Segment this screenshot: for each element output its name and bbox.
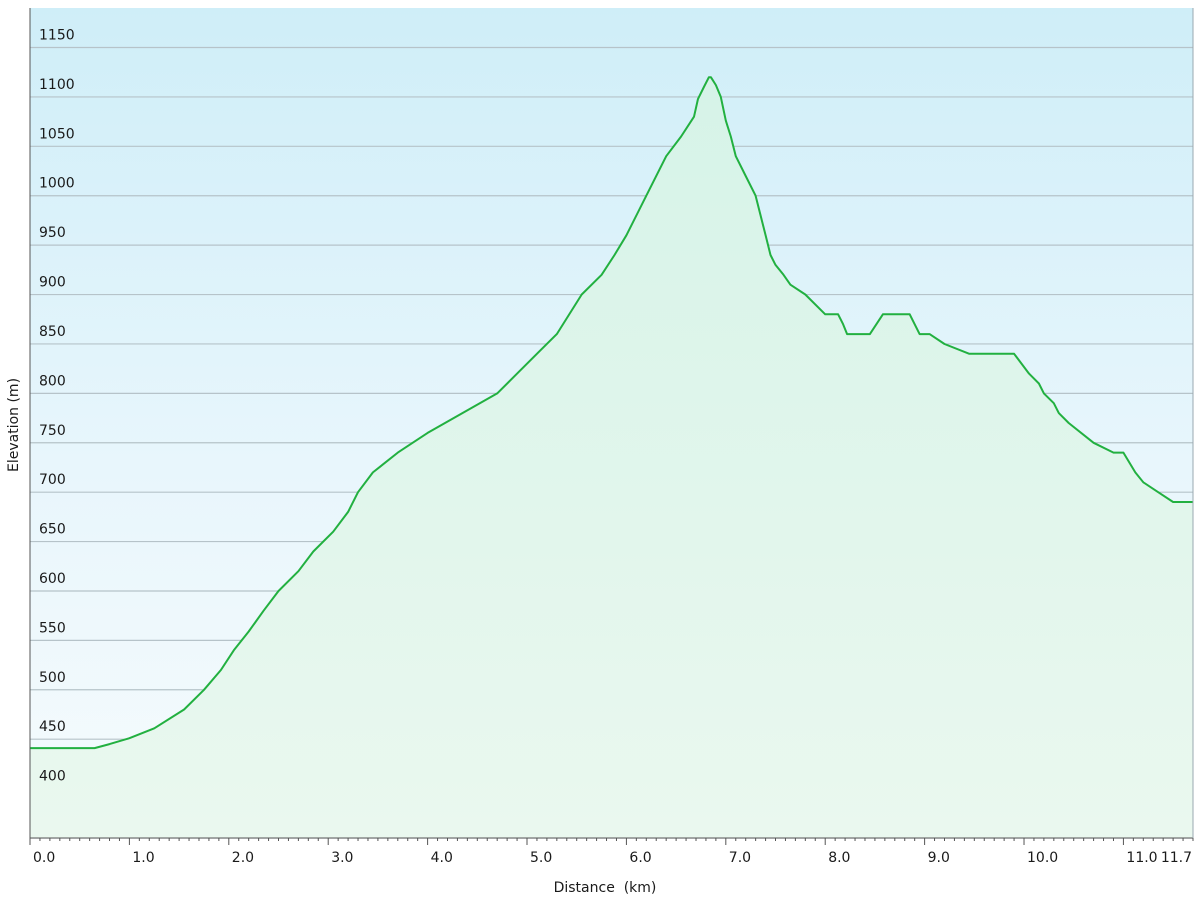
x-tick-label: 4.0 (431, 850, 453, 866)
x-tick-label: 2.0 (232, 850, 254, 866)
y-tick-label: 550 (39, 620, 66, 636)
x-tick-label: 11.0 (1126, 850, 1157, 866)
y-tick-label: 1100 (39, 77, 75, 93)
x-axis-tick-labels: 0.0 1.0 2.0 3.0 4.0 5.0 6.0 7.0 8.0 9.0 10.0 11.0 11… (33, 850, 1192, 866)
x-tick-label: 11.7 (1161, 850, 1192, 866)
y-tick-label: 500 (39, 670, 66, 686)
y-tick-label: 600 (39, 571, 66, 587)
x-axis-ticks (29, 838, 1194, 845)
y-tick-label: 750 (39, 423, 66, 439)
x-tick-label: 6.0 (629, 850, 651, 866)
y-tick-label: 800 (39, 373, 66, 389)
y-tick-label: 1000 (39, 176, 75, 192)
y-tick-label: 950 (39, 225, 66, 241)
y-tick-label: 850 (39, 324, 66, 340)
y-tick-label: 1150 (39, 28, 75, 44)
x-tick-label: 3.0 (331, 850, 353, 866)
y-tick-label: 450 (39, 719, 66, 735)
y-axis-tick-labels: 400 450 500 550 600 650 700 750 800 850 900 950 1000… (39, 28, 75, 785)
y-tick-label: 650 (39, 522, 66, 538)
elevation-line (30, 76, 1193, 750)
x-tick-label: 5.0 (530, 850, 552, 866)
x-tick-label: 1.0 (132, 850, 154, 866)
x-tick-label: 8.0 (828, 850, 850, 866)
x-tick-label: 0.0 (33, 850, 55, 866)
y-tick-label: 400 (39, 769, 66, 785)
y-tick-label: 900 (39, 275, 66, 291)
y-tick-label: 1050 (39, 126, 75, 142)
x-tick-label: 10.0 (1027, 850, 1058, 866)
x-axis-title: Distance (km) (554, 880, 657, 896)
y-tick-label: 700 (39, 472, 66, 488)
x-tick-label: 9.0 (928, 850, 950, 866)
x-tick-label: 7.0 (729, 850, 751, 866)
y-axis-title: Elevation (m) (6, 378, 22, 472)
elevation-area (30, 77, 1193, 838)
